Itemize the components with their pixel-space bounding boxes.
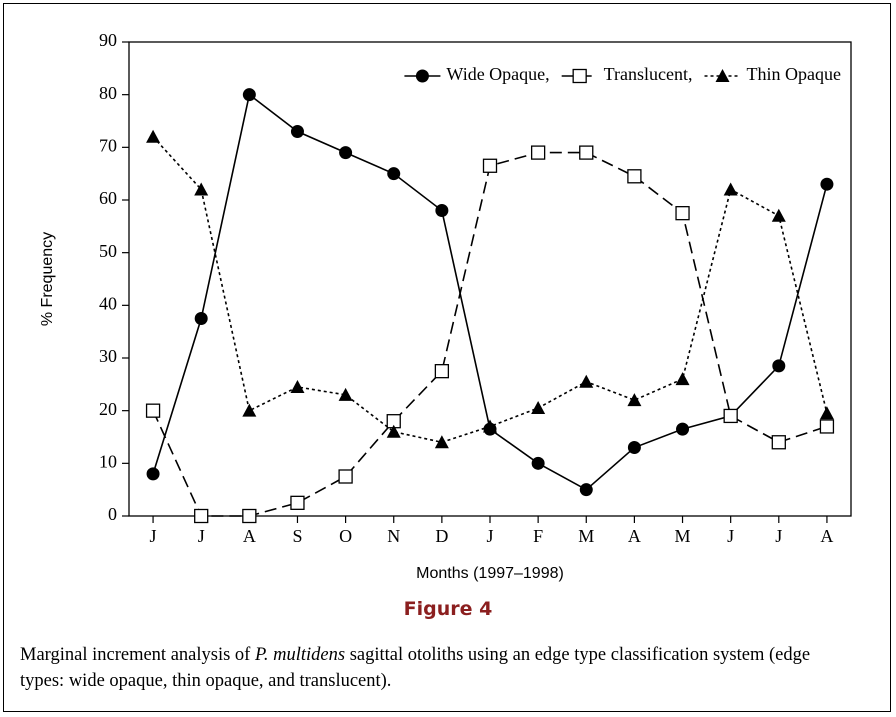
data-point: [579, 145, 594, 160]
x-tick-label: A: [243, 526, 256, 546]
y-tick-label: 10: [99, 451, 117, 471]
y-tick-label: 40: [99, 293, 117, 313]
data-point: [579, 374, 594, 388]
data-point: [627, 169, 642, 184]
data-point: [772, 359, 786, 373]
x-tick-label: J: [198, 526, 205, 546]
data-point: [771, 435, 786, 450]
x-tick-label: J: [727, 526, 734, 546]
data-point: [676, 422, 690, 436]
data-point: [723, 182, 738, 196]
legend-label: Translucent,: [604, 64, 693, 84]
data-point: [483, 419, 497, 433]
legend-marker: [415, 69, 429, 83]
y-tick-label: 0: [108, 504, 117, 524]
x-tick-label: J: [486, 526, 493, 546]
data-point: [290, 125, 304, 139]
y-tick-label: 60: [99, 188, 117, 208]
caption-species: P. multidens: [254, 645, 346, 665]
y-tick-label: 70: [99, 135, 117, 155]
data-point: [339, 146, 353, 160]
data-point: [242, 403, 257, 417]
y-tick-label: 90: [99, 30, 117, 50]
caption-text: sagittal otoliths using an edge type cla…: [20, 645, 811, 691]
legend-label: Thin Opaque: [747, 64, 841, 84]
data-point: [146, 467, 160, 481]
x-tick-label: M: [578, 526, 594, 546]
x-axis-label: Months (1997–1998): [416, 565, 564, 582]
data-point: [819, 406, 834, 420]
data-point: [819, 419, 835, 434]
y-axis-label: % Frequency: [39, 232, 56, 326]
x-tick-label: J: [775, 526, 782, 546]
data-point: [290, 379, 305, 393]
data-point: [146, 129, 161, 143]
x-tick-label: D: [435, 526, 448, 546]
legend-label: Wide Opaque,: [446, 64, 549, 84]
data-point: [771, 208, 786, 222]
data-point: [387, 167, 401, 181]
data-point: [435, 204, 449, 218]
y-tick-label: 20: [99, 399, 117, 419]
data-point: [194, 182, 209, 196]
data-point: [242, 88, 256, 102]
x-tick-label: S: [292, 526, 302, 546]
y-tick-label: 80: [99, 83, 117, 103]
x-tick-label: A: [820, 526, 833, 546]
x-tick-label: M: [675, 526, 691, 546]
figure-label: Figure 4: [403, 598, 493, 620]
data-point: [675, 372, 690, 386]
x-tick-label: F: [533, 526, 543, 546]
data-point: [627, 393, 642, 407]
data-point: [290, 495, 305, 510]
data-point: [723, 408, 738, 424]
x-tick-label: N: [387, 526, 400, 546]
figure-frame: [3, 3, 891, 712]
data-point: [530, 145, 546, 160]
data-point: [531, 401, 546, 415]
x-tick-label: O: [339, 526, 352, 546]
data-point: [675, 206, 690, 221]
data-point: [194, 312, 208, 325]
data-point: [579, 483, 593, 497]
y-tick-label: 30: [99, 346, 117, 366]
data-point: [820, 177, 834, 191]
data-point: [627, 441, 641, 455]
plot-frame: [128, 41, 852, 517]
y-tick-label: 50: [99, 241, 117, 261]
data-point: [482, 158, 498, 173]
data-point: [145, 403, 161, 418]
data-point: [434, 364, 450, 379]
data-point: [434, 435, 449, 449]
data-point: [338, 469, 353, 484]
series-line: [152, 136, 828, 444]
x-tick-label: A: [628, 526, 641, 546]
caption-text: Marginal increment analysis of: [20, 645, 255, 665]
legend-marker: [572, 68, 587, 84]
figure-caption: Marginal increment analysis of P. multid…: [20, 642, 840, 694]
legend-marker: [715, 69, 730, 82]
data-point: [338, 387, 353, 401]
data-point: [386, 424, 401, 438]
data-point: [531, 456, 545, 470]
x-tick-label: J: [150, 526, 157, 546]
data-point: [194, 508, 209, 524]
data-point: [242, 508, 257, 524]
